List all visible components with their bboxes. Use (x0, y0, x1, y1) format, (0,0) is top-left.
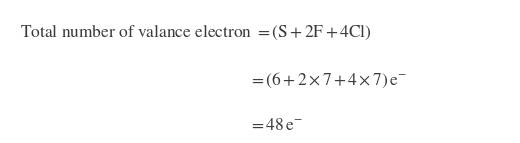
Text: $\mathregular{=(6+2\times7+4\times7)\,e^{-}}$: $\mathregular{=(6+2\times7+4\times7)\,e^… (249, 70, 406, 90)
Text: $\mathregular{=48\,e^{-}}$: $\mathregular{=48\,e^{-}}$ (249, 118, 303, 134)
Text: Total number of valance electron $\mathregular{=(S+2F+4Cl)}$: Total number of valance electron $\mathr… (20, 23, 371, 42)
